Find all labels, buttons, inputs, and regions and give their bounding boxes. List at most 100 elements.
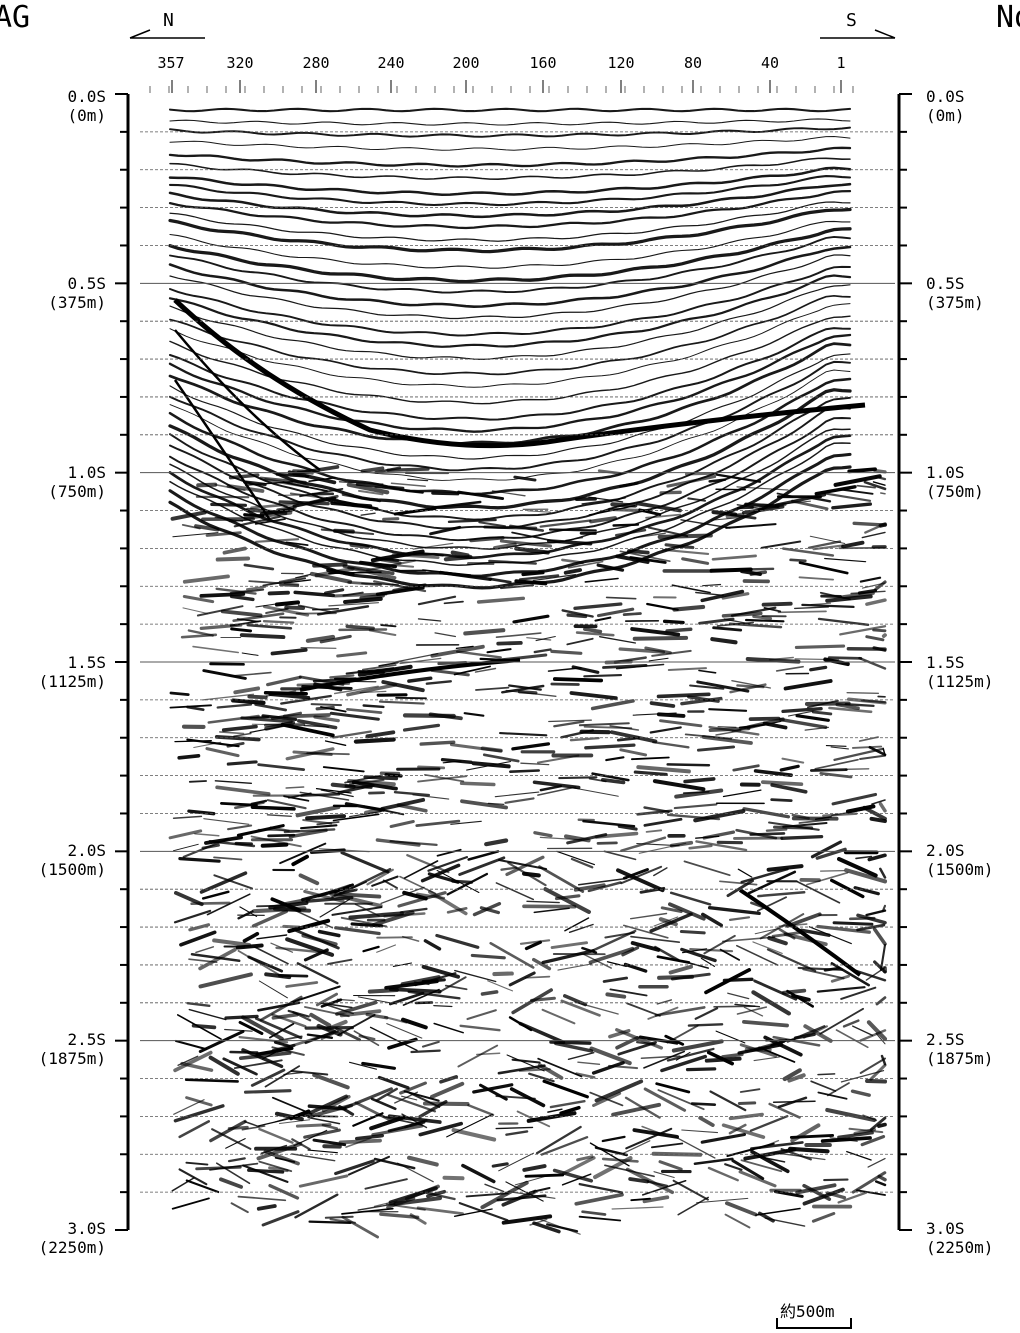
reflector-segment <box>791 993 811 1002</box>
reflector-segment <box>569 786 619 797</box>
reflector-segment <box>247 694 268 700</box>
reflector-segment <box>735 828 778 840</box>
reflector-segment <box>335 1000 378 1016</box>
reflector-segment <box>830 746 849 750</box>
reflector-segment <box>453 1208 493 1217</box>
reflector-segment <box>636 765 691 774</box>
reflector-segment <box>378 700 425 705</box>
reflector-segment <box>221 724 258 732</box>
reflector-segment <box>744 502 780 508</box>
reflector-segment <box>377 1075 410 1090</box>
reflector-segment <box>320 528 375 536</box>
trace-tick-label: 120 <box>607 54 635 72</box>
reflector-segment <box>380 624 397 628</box>
reflector-segment <box>844 768 870 770</box>
reflector-segment <box>467 1103 495 1117</box>
reflector-segment <box>279 1119 311 1124</box>
reflector-segment <box>256 1141 303 1161</box>
reflector-segment <box>615 663 665 670</box>
reflector-segment <box>614 528 647 537</box>
time-value: 2.0S <box>926 841 965 860</box>
reflector-segment <box>475 686 510 691</box>
reflector-segment <box>182 574 230 584</box>
reflector-segment <box>387 1114 442 1124</box>
reflector-segment <box>841 540 865 549</box>
reflector-segment <box>291 1153 336 1162</box>
reflector-segment <box>374 486 424 494</box>
reflector-segment <box>867 1157 886 1168</box>
reflector-segment <box>787 710 814 717</box>
reflector-segment <box>290 1069 329 1076</box>
reflector-segment <box>497 1064 546 1075</box>
reflector-segment <box>214 516 244 522</box>
section-axes <box>115 29 912 1329</box>
reflector-segment <box>333 893 383 908</box>
time-value: 3.0S <box>67 1219 106 1238</box>
reflector-line <box>169 220 851 269</box>
reflector-segment <box>823 492 872 502</box>
reflector-segment <box>429 1081 465 1099</box>
reflector-segment <box>271 1096 313 1115</box>
time-label: 1.5S (1125m) <box>6 653 106 691</box>
reflector-segment <box>182 837 230 858</box>
reflector-segment <box>231 698 266 705</box>
depth-value: (750m) <box>48 482 106 501</box>
reflector-segment <box>589 1142 630 1167</box>
reflector-segment <box>288 828 328 839</box>
reflector-segment <box>209 1162 259 1171</box>
reflector-segment <box>497 858 548 871</box>
reflector-segment <box>415 819 461 827</box>
reflector-segment <box>466 760 512 771</box>
reflector-segment <box>178 1120 210 1139</box>
reflector-segment <box>636 1040 656 1046</box>
reflector-segment <box>556 850 596 866</box>
reflector-segment <box>328 602 379 607</box>
reflector-line <box>169 315 851 405</box>
reflector-segment <box>608 1029 631 1039</box>
reflector-segment <box>190 901 231 906</box>
reflector-segment <box>819 591 851 601</box>
reflector-segment <box>541 949 595 965</box>
reflector-segment <box>347 778 396 787</box>
reflector-segment <box>271 1046 305 1056</box>
reflector-segment <box>804 701 851 706</box>
reflector-segment <box>535 1125 582 1155</box>
reflector-segment <box>499 732 548 737</box>
south-arrow-icon <box>820 29 896 39</box>
reflector-segment <box>533 831 553 838</box>
reflector-segment <box>248 580 300 586</box>
reflector-segment <box>192 645 239 654</box>
reflector-segment <box>578 1182 624 1194</box>
reflector-segment <box>387 1093 437 1113</box>
reflector-segment <box>794 606 829 610</box>
reflector-segment <box>291 854 309 867</box>
reflector-segment <box>195 946 215 954</box>
reflector-segment <box>241 1048 284 1069</box>
reflector-segment <box>569 736 600 742</box>
reflector-segment <box>844 868 888 884</box>
reflector-segment <box>345 624 375 630</box>
reflector-segment <box>837 1191 868 1204</box>
reflector-segment <box>617 824 638 831</box>
reflector-segment <box>632 635 689 641</box>
reflector-segment <box>827 656 863 660</box>
reflector-segment <box>331 906 383 916</box>
reflector-segment <box>417 595 457 606</box>
reflector-segment <box>694 1007 719 1020</box>
reflector-segment <box>856 1189 886 1196</box>
reflector-segment <box>662 548 710 555</box>
reflector-segment <box>867 853 887 862</box>
reflector-segment <box>762 721 788 730</box>
reflector-segment <box>736 944 779 966</box>
reflector-segment <box>412 542 454 550</box>
reflector-segment <box>213 856 243 861</box>
reflector-segment <box>683 860 731 877</box>
reflector-segment <box>875 996 887 1006</box>
reflector-segment <box>548 528 597 532</box>
reflector-segment <box>865 635 885 642</box>
reflector-segment <box>558 776 598 780</box>
reflector-segment <box>242 1164 289 1184</box>
reflector-segment <box>299 487 344 498</box>
reflector-segment <box>590 929 637 953</box>
reflector-segment <box>578 1215 622 1222</box>
